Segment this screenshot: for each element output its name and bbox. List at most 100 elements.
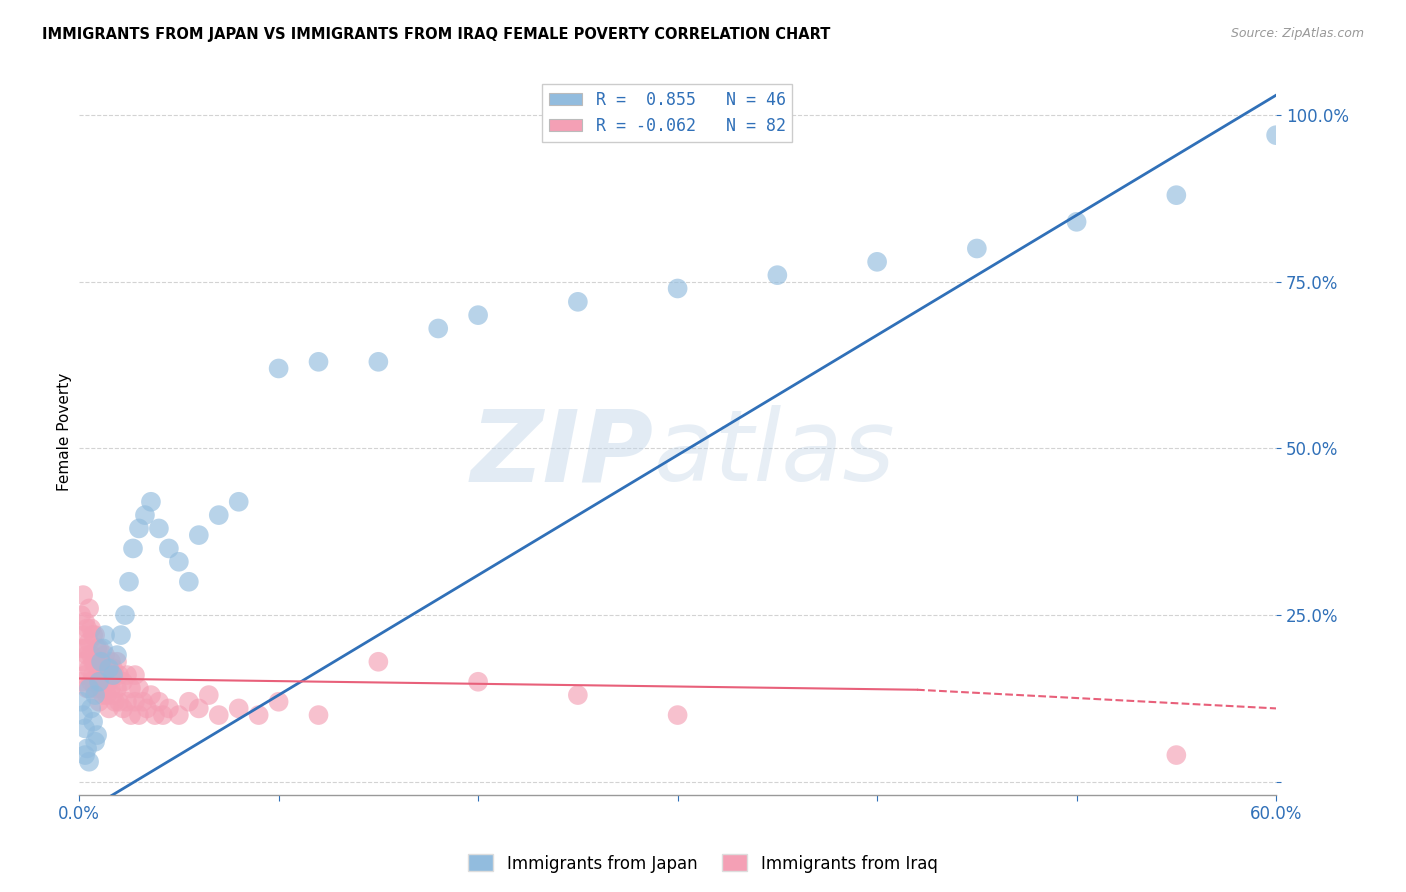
Point: [136, 701, 159, 715]
Point: [177, 695, 200, 709]
Point: [198, 688, 221, 702]
Point: [105, 681, 128, 696]
Point: [115, 668, 138, 682]
Point: [77, 755, 100, 769]
Point: [1166, 747, 1188, 762]
Point: [139, 688, 162, 702]
Point: [104, 668, 127, 682]
Point: [104, 695, 127, 709]
Point: [96, 688, 118, 702]
Point: [91, 641, 114, 656]
Point: [427, 321, 450, 335]
Point: [120, 681, 142, 696]
Point: [132, 695, 155, 709]
Point: [70, 608, 93, 623]
Point: [87, 641, 110, 656]
Point: [187, 528, 209, 542]
Point: [84, 735, 107, 749]
Point: [75, 615, 97, 629]
Point: [966, 242, 988, 256]
Point: [108, 695, 131, 709]
Point: [247, 708, 270, 723]
Point: [108, 668, 131, 682]
Point: [128, 681, 150, 696]
Point: [82, 714, 104, 729]
Point: [118, 574, 141, 589]
Point: [122, 541, 145, 556]
Point: [139, 495, 162, 509]
Point: [567, 688, 589, 702]
Point: [308, 708, 330, 723]
Point: [82, 655, 104, 669]
Point: [84, 688, 107, 702]
Point: [100, 655, 122, 669]
Point: [105, 648, 128, 662]
Point: [666, 708, 689, 723]
Point: [124, 695, 146, 709]
Point: [70, 695, 93, 709]
Point: [111, 674, 134, 689]
Point: [98, 661, 121, 675]
Point: [100, 681, 122, 696]
Point: [666, 281, 689, 295]
Point: [84, 628, 107, 642]
Point: [76, 622, 98, 636]
Point: [94, 648, 117, 662]
Point: [76, 681, 98, 696]
Point: [72, 655, 94, 669]
Point: [208, 708, 231, 723]
Point: [77, 661, 100, 675]
Point: [80, 622, 103, 636]
Point: [157, 541, 180, 556]
Point: [70, 641, 93, 656]
Point: [96, 661, 118, 675]
Point: [267, 361, 290, 376]
Point: [80, 674, 103, 689]
Point: [124, 668, 146, 682]
Legend: R =  0.855   N = 46, R = -0.062   N = 82: R = 0.855 N = 46, R = -0.062 N = 82: [543, 84, 793, 142]
Point: [766, 268, 789, 282]
Point: [77, 601, 100, 615]
Point: [101, 668, 124, 682]
Point: [467, 674, 489, 689]
Point: [76, 741, 98, 756]
Point: [128, 521, 150, 535]
Point: [90, 655, 112, 669]
Point: [1066, 215, 1088, 229]
Point: [80, 648, 103, 662]
Point: [87, 674, 110, 689]
Point: [90, 681, 112, 696]
Point: [367, 355, 389, 369]
Point: [86, 641, 108, 656]
Point: [98, 674, 121, 689]
Point: [72, 628, 94, 642]
Point: [152, 708, 174, 723]
Point: [75, 747, 97, 762]
Point: [82, 668, 104, 682]
Point: [1166, 188, 1188, 202]
Point: [75, 668, 97, 682]
Point: [80, 701, 103, 715]
Point: [86, 668, 108, 682]
Point: [467, 308, 489, 322]
Point: [567, 294, 589, 309]
Point: [72, 588, 94, 602]
Point: [76, 648, 98, 662]
Point: [167, 708, 190, 723]
Point: [94, 628, 117, 642]
Legend: Immigrants from Japan, Immigrants from Iraq: Immigrants from Japan, Immigrants from I…: [461, 847, 945, 880]
Point: [120, 708, 142, 723]
Point: [228, 701, 250, 715]
Point: [367, 655, 389, 669]
Point: [143, 708, 166, 723]
Point: [866, 255, 889, 269]
Point: [70, 674, 93, 689]
Point: [87, 695, 110, 709]
Point: [94, 674, 117, 689]
Text: Source: ZipAtlas.com: Source: ZipAtlas.com: [1230, 27, 1364, 40]
Point: [111, 701, 134, 715]
Point: [1265, 128, 1288, 143]
Text: IMMIGRANTS FROM JAPAN VS IMMIGRANTS FROM IRAQ FEMALE POVERTY CORRELATION CHART: IMMIGRANTS FROM JAPAN VS IMMIGRANTS FROM…: [42, 27, 831, 42]
Point: [177, 574, 200, 589]
Point: [84, 681, 107, 696]
